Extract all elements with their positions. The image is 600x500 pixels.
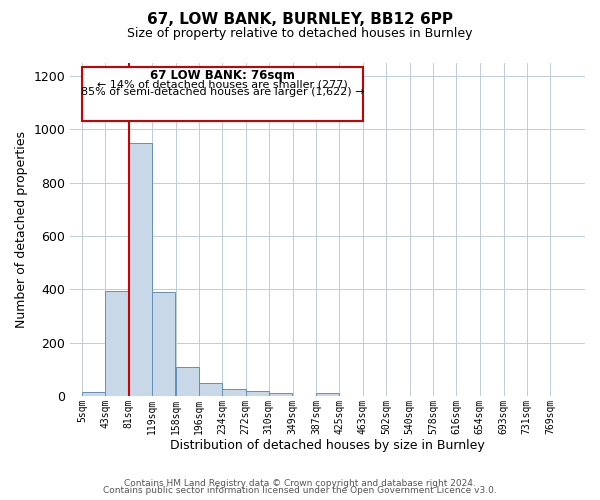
Bar bbox=[222, 389, 245, 396]
Text: 67 LOW BANK: 76sqm: 67 LOW BANK: 76sqm bbox=[150, 70, 295, 82]
Bar bbox=[105, 290, 128, 396]
Bar bbox=[176, 367, 199, 396]
X-axis label: Distribution of detached houses by size in Burnley: Distribution of detached houses by size … bbox=[170, 440, 485, 452]
Bar bbox=[199, 382, 222, 396]
Bar bbox=[82, 392, 105, 396]
Y-axis label: Number of detached properties: Number of detached properties bbox=[15, 130, 28, 328]
Bar bbox=[152, 292, 175, 396]
Bar bbox=[82, 66, 362, 121]
Text: 67, LOW BANK, BURNLEY, BB12 6PP: 67, LOW BANK, BURNLEY, BB12 6PP bbox=[147, 12, 453, 28]
Text: Size of property relative to detached houses in Burnley: Size of property relative to detached ho… bbox=[127, 28, 473, 40]
Text: Contains public sector information licensed under the Open Government Licence v3: Contains public sector information licen… bbox=[103, 486, 497, 495]
Bar bbox=[316, 392, 339, 396]
Bar bbox=[128, 142, 152, 396]
Text: Contains HM Land Registry data © Crown copyright and database right 2024.: Contains HM Land Registry data © Crown c… bbox=[124, 478, 476, 488]
Text: ← 14% of detached houses are smaller (277): ← 14% of detached houses are smaller (27… bbox=[97, 80, 347, 90]
Text: 85% of semi-detached houses are larger (1,622) →: 85% of semi-detached houses are larger (… bbox=[80, 88, 364, 98]
Bar bbox=[269, 392, 292, 396]
Bar bbox=[245, 391, 269, 396]
